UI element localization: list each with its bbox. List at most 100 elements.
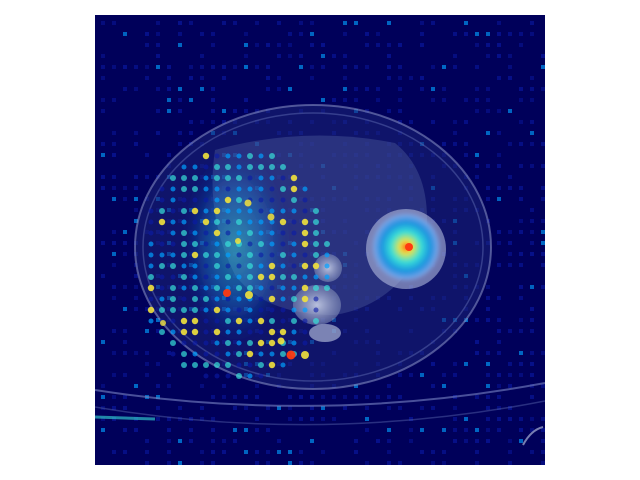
background-dot xyxy=(189,76,193,80)
background-dot xyxy=(530,428,534,432)
attention-dot xyxy=(203,351,209,357)
background-dot xyxy=(321,65,325,69)
background-dot xyxy=(453,362,457,366)
attention-dot xyxy=(213,306,221,314)
attention-dot xyxy=(181,340,187,346)
attention-dot xyxy=(214,373,220,379)
background-dot xyxy=(299,461,303,465)
attention-dot xyxy=(236,208,242,214)
attention-dot xyxy=(258,285,264,291)
background-dot xyxy=(442,87,446,91)
background-dot xyxy=(222,21,226,25)
background-dot xyxy=(211,461,215,465)
background-dot xyxy=(178,43,182,47)
background-dot xyxy=(486,43,490,47)
attention-dot xyxy=(258,296,264,302)
background-dot xyxy=(530,351,534,355)
background-dot xyxy=(244,428,248,432)
attention-dot xyxy=(258,329,264,335)
background-dot xyxy=(255,450,259,454)
attention-dot xyxy=(191,317,199,325)
background-dot xyxy=(156,395,160,399)
background-dot xyxy=(354,21,358,25)
background-dot xyxy=(156,109,160,113)
attention-dot xyxy=(291,252,297,258)
attention-dot xyxy=(269,197,275,203)
background-dot xyxy=(486,197,490,201)
attention-dot-overlay xyxy=(147,152,413,379)
attention-dot xyxy=(159,274,165,280)
background-dot xyxy=(497,131,501,135)
background-dot xyxy=(420,76,424,80)
background-dot xyxy=(398,43,402,47)
background-dot xyxy=(497,186,501,190)
attention-dot xyxy=(280,263,286,269)
background-dot xyxy=(530,252,534,256)
attention-dot xyxy=(214,296,220,302)
background-dot xyxy=(112,65,116,69)
background-dot xyxy=(101,274,105,278)
attention-dot xyxy=(214,252,220,258)
attention-dot xyxy=(192,340,198,346)
background-dot xyxy=(541,461,545,465)
background-dot xyxy=(486,439,490,443)
attention-dot xyxy=(258,362,264,368)
attention-dot xyxy=(203,307,209,313)
background-dot xyxy=(464,439,468,443)
background-dot xyxy=(277,43,281,47)
background-dot xyxy=(134,274,138,278)
background-dot xyxy=(475,395,479,399)
background-dot xyxy=(255,65,259,69)
background-dot xyxy=(101,241,105,245)
background-dot xyxy=(277,439,281,443)
attention-dot xyxy=(159,230,165,236)
attention-dot xyxy=(159,329,165,335)
background-dot xyxy=(211,428,215,432)
ct-scan-figure xyxy=(95,15,545,465)
background-dot xyxy=(497,76,501,80)
background-dot xyxy=(519,120,523,124)
attention-dot xyxy=(313,219,319,225)
attention-dot xyxy=(247,285,253,291)
background-dot xyxy=(321,43,325,47)
background-dot xyxy=(189,417,193,421)
attention-dot xyxy=(301,295,309,303)
background-dot xyxy=(508,142,512,146)
background-dot xyxy=(497,329,501,333)
attention-dot xyxy=(148,208,154,214)
background-dot xyxy=(365,32,369,36)
background-dot xyxy=(321,98,325,102)
attention-dot xyxy=(213,229,221,237)
background-dot xyxy=(387,21,391,25)
background-dot xyxy=(255,461,259,465)
background-dot xyxy=(134,307,138,311)
background-dot xyxy=(541,54,545,58)
background-dot xyxy=(211,109,215,113)
background-dot xyxy=(167,450,171,454)
background-dot xyxy=(420,32,424,36)
attention-dot xyxy=(147,306,155,314)
background-dot xyxy=(200,384,204,388)
attention-dot xyxy=(214,362,220,368)
background-dot xyxy=(112,351,116,355)
attention-dot xyxy=(159,285,165,291)
background-dot xyxy=(112,153,116,157)
background-dot xyxy=(420,450,424,454)
background-dot xyxy=(442,461,446,465)
attention-dot xyxy=(324,252,330,258)
background-dot xyxy=(486,351,490,355)
attention-dot xyxy=(170,175,176,181)
background-dot xyxy=(156,43,160,47)
attention-dot xyxy=(313,252,319,258)
background-dot xyxy=(398,395,402,399)
background-dot xyxy=(387,65,391,69)
attention-dot xyxy=(324,274,330,280)
background-dot xyxy=(508,32,512,36)
attention-dot xyxy=(269,307,275,313)
background-dot xyxy=(398,406,402,410)
attention-dot xyxy=(247,219,253,225)
background-dot xyxy=(475,428,479,432)
scanner-table-arc-lower xyxy=(95,400,545,426)
background-dot xyxy=(508,109,512,113)
attention-dot xyxy=(301,351,309,359)
